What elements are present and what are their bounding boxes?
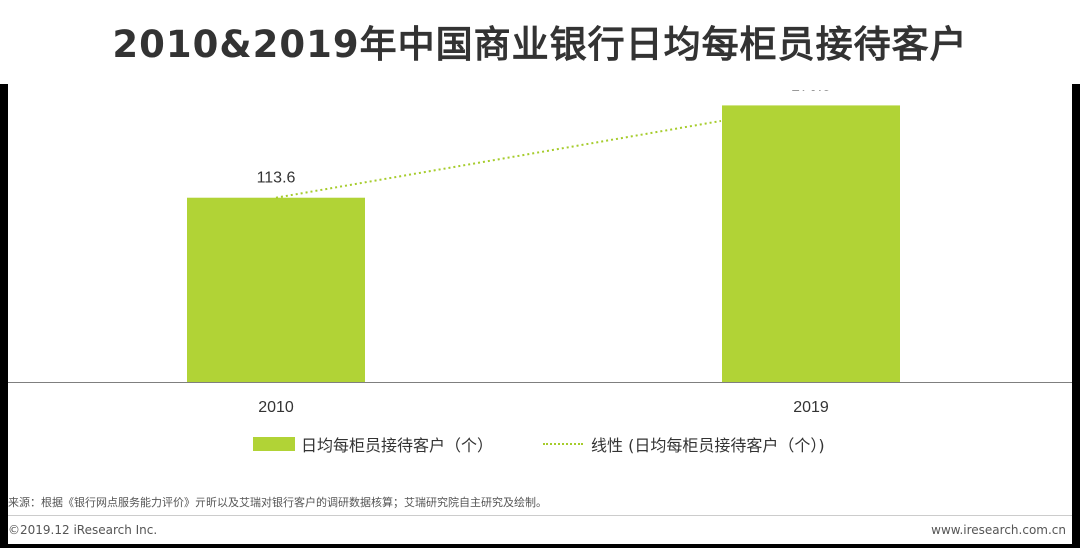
footer-divider	[8, 515, 1072, 516]
chart-title: 2010&2019年中国商业银行日均每柜员接待客户	[112, 23, 968, 66]
footer-website[interactable]: www.iresearch.com.cn	[931, 523, 1066, 537]
legend-label-trend: 线性 (日均每柜员接待客户（个）)	[591, 436, 825, 455]
bar-chart: 113.6 2010 170.5 2019	[8, 90, 1072, 416]
legend-swatch-bar	[253, 437, 295, 451]
left-border	[0, 84, 8, 548]
footer-copyright: ©2019.12 iResearch Inc.	[8, 523, 158, 537]
legend-item-trend: 线性 (日均每柜员接待客户（个）)	[543, 432, 825, 456]
trendline	[275, 119, 722, 199]
legend-swatch-trendline	[543, 443, 583, 445]
data-label-2010: 113.6	[257, 170, 296, 187]
x-tick-label-2010: 2010	[258, 399, 294, 416]
legend-item-series: 日均每柜员接待客户（个）	[253, 432, 493, 456]
legend-label-series: 日均每柜员接待客户（个）	[301, 436, 494, 455]
chart-legend: 日均每柜员接待客户（个） 线性 (日均每柜员接待客户（个）)	[0, 432, 1080, 456]
bar-2019	[722, 105, 900, 383]
source-note: 来源：根据《银行网点服务能力评价》亓昕以及艾瑞对银行客户的调研数据核算；艾瑞研究…	[8, 496, 547, 509]
x-tick-label-2019: 2019	[793, 399, 829, 416]
right-border	[1072, 84, 1080, 548]
data-label-2019: 170.5	[791, 90, 831, 94]
bottom-border	[0, 544, 1080, 548]
bar-2010	[187, 197, 365, 382]
